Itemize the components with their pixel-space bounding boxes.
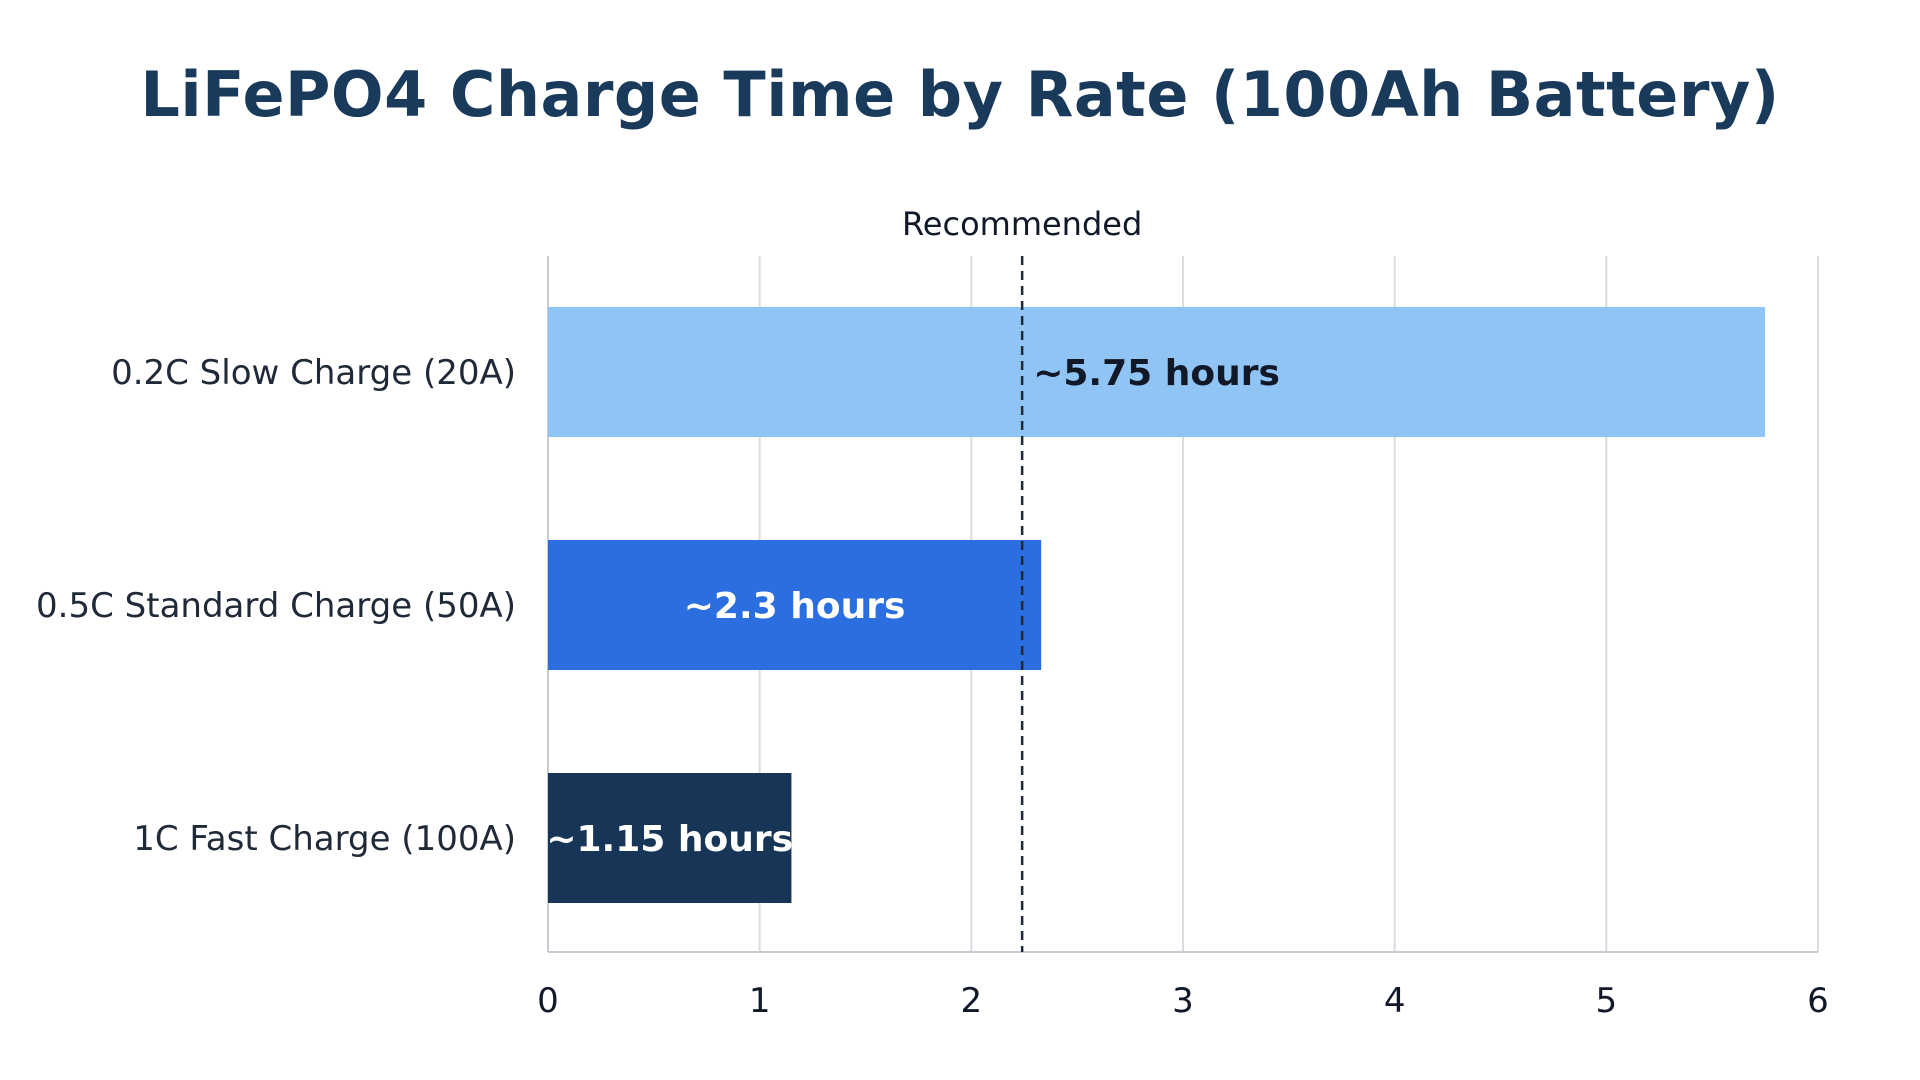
chart-title: LiFePO4 Charge Time by Rate (100Ah Batte… — [140, 58, 1780, 131]
x-tick-label: 2 — [961, 981, 983, 1021]
bar — [548, 773, 792, 903]
category-labels: 0.2C Slow Charge (20A) 0.5C Standard Char… — [36, 353, 516, 859]
bar-data-label: ~1.15 hours — [546, 819, 793, 860]
bar — [548, 540, 1042, 670]
x-tick-label: 0 — [537, 981, 559, 1021]
bar — [548, 307, 1766, 437]
bar-labels: ~5.75 hours ~2.3 hours ~1.15 hours — [546, 353, 1280, 860]
x-tick-label: 4 — [1384, 981, 1406, 1021]
category-label: 1C Fast Charge (100A) — [133, 819, 516, 859]
x-tick-label: 6 — [1807, 981, 1829, 1021]
x-tick-label: 3 — [1172, 981, 1194, 1021]
bar-data-label: ~2.3 hours — [684, 586, 906, 627]
x-tick-label: 1 — [749, 981, 771, 1021]
x-tick-label: 5 — [1596, 981, 1618, 1021]
x-axis-ticks: 0 1 2 3 4 5 6 — [537, 981, 1829, 1021]
category-label: 0.2C Slow Charge (20A) — [111, 353, 516, 393]
recommended-label: Recommended — [902, 205, 1142, 243]
bars — [548, 307, 1766, 903]
bar-data-label: ~5.75 hours — [1033, 353, 1280, 394]
category-label: 0.5C Standard Charge (50A) — [36, 586, 516, 626]
